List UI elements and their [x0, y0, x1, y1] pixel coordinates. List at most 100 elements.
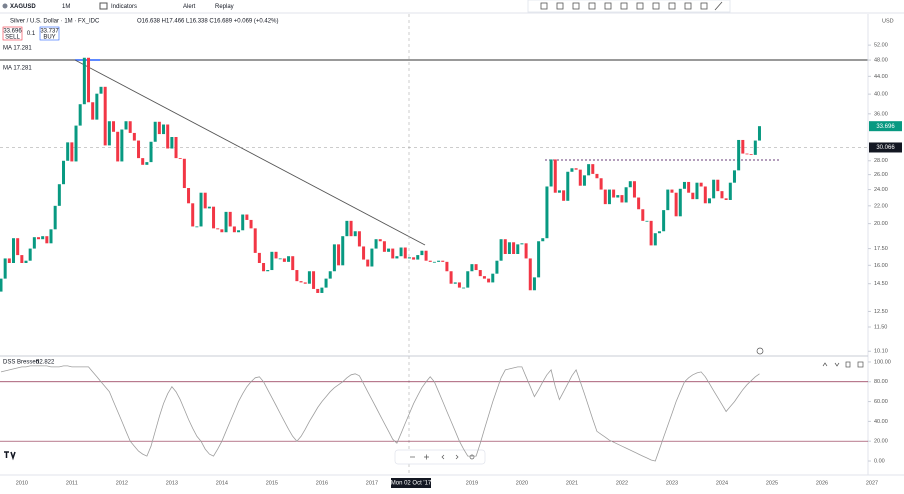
candle-body — [437, 260, 441, 262]
candle-body — [582, 175, 586, 186]
tool[interactable] — [684, 2, 692, 10]
x-tick-label: 2016 — [316, 480, 328, 486]
candle-body — [691, 192, 695, 200]
candle-body — [0, 278, 3, 292]
candle-body — [516, 244, 520, 254]
zoom-in[interactable] — [424, 454, 429, 460]
x-tick-label: 2025 — [766, 480, 778, 486]
tool[interactable] — [700, 2, 708, 10]
candle-body — [174, 136, 178, 159]
candle-body — [357, 231, 361, 247]
tool[interactable] — [620, 2, 628, 10]
symbol[interactable]: XAGUSD — [10, 4, 36, 10]
maximize-pane[interactable] — [857, 361, 864, 368]
candle-body — [703, 186, 707, 204]
indicators-button[interactable]: Indicators — [111, 4, 137, 10]
ma-legend: MA 17.281 — [3, 46, 32, 52]
candle-body — [53, 205, 57, 230]
candle-body — [41, 236, 45, 240]
candle-body — [103, 86, 107, 146]
candle-body — [707, 198, 711, 204]
tool[interactable] — [652, 2, 660, 10]
candle-body — [624, 187, 628, 203]
candle-body — [70, 142, 74, 162]
candle-body — [145, 162, 149, 165]
x-tick-label: 2013 — [166, 480, 178, 486]
candle-body — [403, 247, 407, 259]
candle-body — [274, 251, 278, 259]
alert-button[interactable]: Alert — [183, 4, 196, 10]
delete-pane[interactable] — [845, 361, 851, 368]
candle-body — [482, 276, 486, 279]
indicators-icon[interactable] — [99, 2, 108, 10]
candle-body — [245, 214, 249, 220]
x-tick-label: 2017 — [366, 480, 378, 486]
candle-body — [212, 206, 216, 229]
drawing-tools — [527, 0, 731, 13]
x-tick-label: 2023 — [666, 480, 678, 486]
sell-button[interactable] — [2, 26, 23, 41]
candle-body — [303, 282, 307, 284]
candle-body — [737, 139, 741, 171]
move-up[interactable] — [822, 362, 828, 367]
candle-body — [49, 229, 53, 244]
interval[interactable]: 1M — [62, 4, 70, 10]
candle-body — [162, 124, 166, 135]
tool[interactable] — [556, 2, 564, 10]
candle-body — [424, 250, 428, 261]
scroll-right[interactable] — [455, 454, 459, 460]
move-down[interactable] — [834, 362, 840, 367]
candle-body — [620, 195, 624, 203]
candle-body — [720, 191, 724, 199]
tool[interactable] — [540, 2, 548, 10]
candle-body — [462, 287, 466, 289]
candle-body — [7, 258, 11, 263]
candle-body — [107, 121, 111, 146]
candle-body — [316, 288, 320, 293]
tool[interactable] — [636, 2, 644, 10]
candle-body — [237, 230, 241, 233]
y-tick-label: 100.00 — [874, 359, 891, 365]
candle-body — [195, 226, 199, 228]
candle-body — [391, 248, 395, 259]
buy-button[interactable] — [39, 26, 60, 41]
y-tick-label: 36.00 — [874, 111, 888, 117]
candle-body — [528, 258, 532, 291]
replay-button[interactable]: Replay — [215, 4, 234, 10]
candle-body — [674, 192, 678, 217]
candle-body — [116, 131, 120, 162]
y-tick-label: 22.00 — [874, 203, 888, 209]
candle-body — [87, 57, 91, 103]
candle-body — [66, 142, 70, 161]
y-tick-label: 28.00 — [874, 158, 888, 164]
candle-body — [595, 173, 599, 179]
candle-body — [124, 121, 128, 130]
candle-body — [574, 168, 578, 170]
tool[interactable] — [572, 2, 580, 10]
tool[interactable] — [588, 2, 596, 10]
x-tick-label: 2019 — [466, 480, 478, 486]
candle-body — [399, 247, 403, 257]
candle-body — [74, 125, 78, 162]
candle-body — [3, 258, 7, 279]
dss-line — [0, 365, 760, 462]
tool[interactable] — [604, 2, 612, 10]
symbol-icon[interactable] — [2, 3, 8, 9]
tool[interactable] — [668, 2, 676, 10]
candle-body — [687, 181, 691, 193]
y-tick-label: 40.00 — [874, 419, 888, 425]
candle-body — [657, 231, 661, 234]
candle-body — [137, 140, 141, 159]
settings-button[interactable] — [756, 347, 764, 355]
candle-body — [578, 169, 582, 186]
candle-body — [466, 271, 470, 288]
candle-body — [16, 238, 20, 256]
trend-line[interactable] — [74, 59, 426, 246]
candle-body — [432, 261, 436, 263]
tool[interactable] — [714, 1, 723, 11]
scroll-left[interactable] — [441, 454, 445, 460]
candle-body — [141, 158, 145, 165]
reset[interactable] — [469, 454, 475, 460]
candle-body — [341, 236, 345, 266]
